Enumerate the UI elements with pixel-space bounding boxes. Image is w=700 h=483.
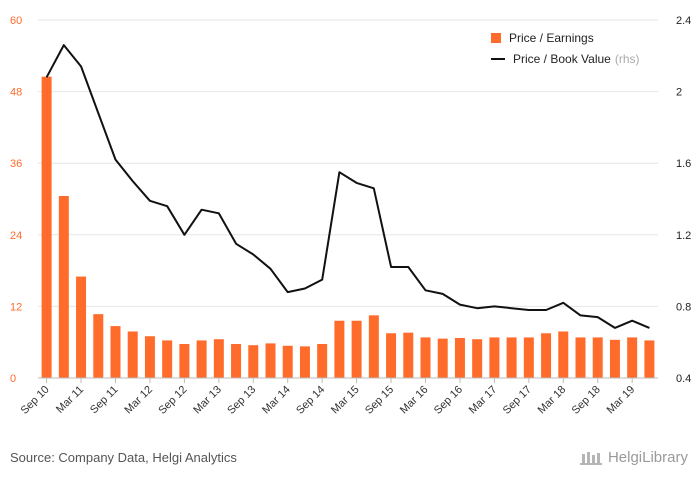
legend-label-rhs: (rhs) [614, 51, 640, 66]
pe-bar [179, 343, 190, 378]
x-tick-label: Sep 13 [225, 384, 258, 417]
pb-line [45, 44, 650, 329]
x-tick-label: Mar 16 [398, 384, 431, 417]
right-axis: 0.4 0.8 1.2 1.6 2 2.4 [676, 15, 691, 385]
pe-bar [609, 339, 620, 378]
pe-bar [162, 340, 173, 378]
x-tick-label: Sep 18 [570, 384, 603, 417]
pe-bar [213, 339, 224, 378]
legend-swatch-line [491, 57, 505, 60]
left-axis: 0 12 24 36 48 60 [10, 15, 22, 385]
right-tick-label: 1.6 [676, 158, 691, 170]
pe-bar [351, 320, 362, 378]
left-tick-label: 24 [10, 230, 22, 242]
x-tick-label: Sep 17 [501, 384, 534, 417]
x-tick-label: Mar 13 [191, 384, 224, 417]
legend: Price / Earnings Price / Book Value (rhs… [491, 27, 640, 69]
pe-bar [627, 337, 638, 378]
pe-bar [437, 338, 448, 378]
legend-item-pb: Price / Book Value (rhs) [491, 48, 640, 69]
legend-label-pe: Price / Earnings [509, 30, 594, 45]
grid-lines [38, 19, 658, 379]
pe-bar [334, 320, 345, 378]
pe-bar [248, 345, 259, 378]
legend-label-pb: Price / Book Value [513, 51, 611, 66]
left-tick-label: 0 [10, 373, 16, 385]
left-tick-label: 36 [10, 158, 22, 170]
x-tick-label: Sep 11 [88, 384, 121, 417]
library-icon [579, 451, 602, 465]
legend-item-pe: Price / Earnings [491, 27, 640, 48]
pe-bar [592, 337, 603, 378]
pe-bar [282, 345, 293, 378]
pe-bar [127, 331, 138, 378]
x-tick-label: Sep 15 [363, 384, 396, 417]
pe-bar [489, 337, 500, 378]
pe-bar [386, 333, 397, 378]
pe-bar [523, 337, 534, 378]
pe-bar [110, 326, 121, 378]
x-tick-label: Mar 18 [536, 384, 569, 417]
x-tick-label: Mar 12 [122, 384, 155, 417]
x-tick-label: Mar 15 [329, 384, 362, 417]
pe-bar [644, 340, 655, 378]
left-tick-label: 12 [10, 301, 22, 313]
pe-bar [76, 276, 87, 378]
right-tick-label: 0.8 [676, 301, 691, 313]
pe-bar [231, 343, 242, 378]
right-tick-label: 2.4 [676, 15, 691, 27]
pe-bar [93, 314, 104, 378]
left-tick-label: 60 [10, 15, 22, 27]
right-tick-label: 0.4 [676, 373, 691, 385]
pe-bar [368, 315, 379, 378]
pe-bar [144, 336, 155, 378]
pe-bar [41, 76, 52, 378]
pe-bar [541, 333, 552, 378]
x-tick-label: Mar 19 [605, 384, 638, 417]
pe-bar [506, 337, 517, 378]
pe-bar [420, 337, 431, 378]
pe-bar [454, 338, 465, 378]
right-tick-label: 1.2 [676, 230, 691, 242]
pe-bar [558, 331, 569, 378]
helgi-logo: HelgiLibrary [579, 449, 688, 466]
pe-bar [472, 339, 483, 378]
pe-bar [317, 343, 328, 378]
pe-bar [265, 343, 276, 378]
pb-line-path [45, 44, 650, 329]
x-tick-label: Sep 10 [19, 384, 52, 417]
x-tick-label: Sep 16 [432, 384, 465, 417]
pe-bars [41, 76, 655, 378]
legend-swatch-bar [491, 32, 501, 43]
x-tick-label: Sep 14 [294, 384, 327, 417]
pe-bar [196, 340, 207, 378]
pe-bar [575, 337, 586, 378]
x-axis: Sep 10 Mar 11 Sep 11 Mar 12 Sep 12 Mar 13 Sep … [19, 377, 658, 417]
left-tick-label: 48 [10, 87, 22, 99]
x-tick-label: Mar 11 [54, 384, 86, 416]
x-tick-label: Sep 12 [156, 384, 189, 417]
x-tick-label: Mar 14 [260, 384, 293, 417]
source-note: Source: Company Data, Helgi Analytics [10, 450, 237, 465]
pe-bar [58, 196, 69, 378]
pe-bar [403, 332, 414, 378]
logo-text: HelgiLibrary [607, 449, 688, 466]
pe-bar [299, 346, 310, 378]
x-tick-label: Mar 17 [467, 384, 500, 417]
right-tick-label: 2 [676, 87, 682, 99]
